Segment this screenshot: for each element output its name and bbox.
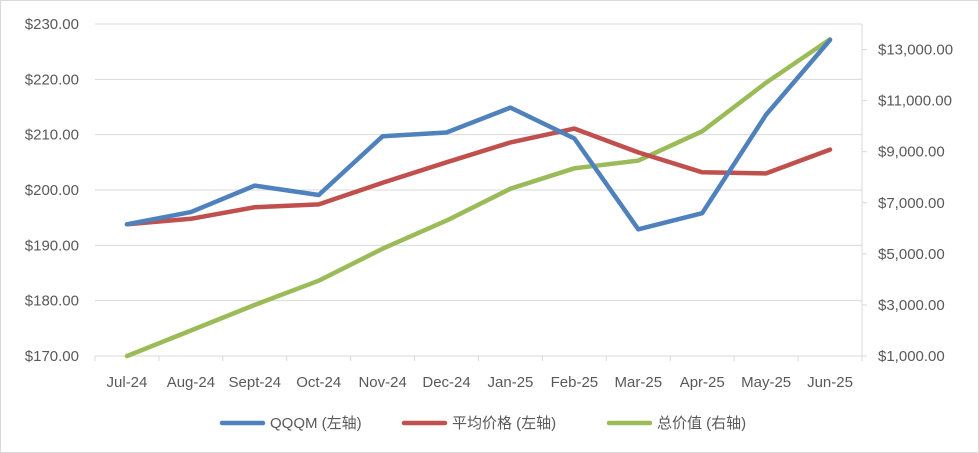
legend-label: 总价值 (右轴) bbox=[657, 415, 746, 432]
left-axis-tick-label: $180.00 bbox=[25, 293, 79, 310]
right-axis-tick-label: $5,000.00 bbox=[878, 246, 945, 263]
series-line-2 bbox=[124, 126, 833, 227]
left-axis-tick-label: $220.00 bbox=[25, 71, 79, 88]
right-axis-tick-label: $3,000.00 bbox=[878, 297, 945, 314]
gridlines bbox=[94, 23, 867, 361]
left-axis-tick-label: $230.00 bbox=[25, 16, 79, 33]
right-axis-tick-label: $7,000.00 bbox=[878, 195, 945, 212]
x-axis-tick-label: Jan-25 bbox=[488, 374, 534, 391]
x-axis-tick-label: Dec-24 bbox=[422, 374, 470, 391]
x-axis-tick-label: Oct-24 bbox=[296, 374, 341, 391]
x-axis-tick-label: Sept-24 bbox=[229, 374, 282, 391]
right-axis-tick-label: $1,000.00 bbox=[878, 348, 945, 365]
x-axis-tick-label: Jun-25 bbox=[807, 374, 853, 391]
series-line-1 bbox=[124, 37, 833, 232]
x-axis-tick-label: Nov-24 bbox=[358, 374, 406, 391]
x-axis-tick-label: Apr-25 bbox=[680, 374, 725, 391]
x-axis-tick-label: Mar-25 bbox=[615, 374, 663, 391]
x-axis-ticks: Jul-24 Aug-24 Sept-24 Oct-24 Nov-24 Dec-24 Jan… bbox=[107, 374, 853, 391]
series-line-3 bbox=[124, 37, 833, 359]
series-lines bbox=[124, 37, 833, 359]
right-axis-tick-label: $13,000.00 bbox=[878, 42, 953, 59]
x-axis-tick-label: Jul-24 bbox=[107, 374, 148, 391]
left-axis-tick-label: $200.00 bbox=[25, 182, 79, 199]
legend-label: QQQM (左轴) bbox=[270, 415, 362, 432]
left-axis-ticks: $170.00 $180.00 $190.00 $200.00 $210.00 $220.… bbox=[25, 16, 79, 365]
x-axis-tick-label: May-25 bbox=[741, 374, 791, 391]
right-axis-tick-label: $11,000.00 bbox=[878, 93, 952, 110]
x-axis-tick-label: Aug-24 bbox=[167, 374, 215, 391]
right-axis-tick-label: $9,000.00 bbox=[878, 144, 945, 161]
left-axis-tick-label: $170.00 bbox=[25, 348, 79, 365]
left-axis-tick-label: $190.00 bbox=[25, 237, 79, 254]
x-axis-tick-label: Feb-25 bbox=[551, 374, 599, 391]
right-axis-ticks: $1,000.00 $3,000.00 $5,000.00 $7,000.00 $9,0… bbox=[878, 42, 953, 365]
legend-label: 平均价格 (左轴) bbox=[452, 415, 556, 432]
left-axis-tick-label: $210.00 bbox=[25, 127, 79, 144]
legend: QQQM (左轴) 平均价格 (左轴) 总价值 (右轴) bbox=[219, 415, 746, 432]
